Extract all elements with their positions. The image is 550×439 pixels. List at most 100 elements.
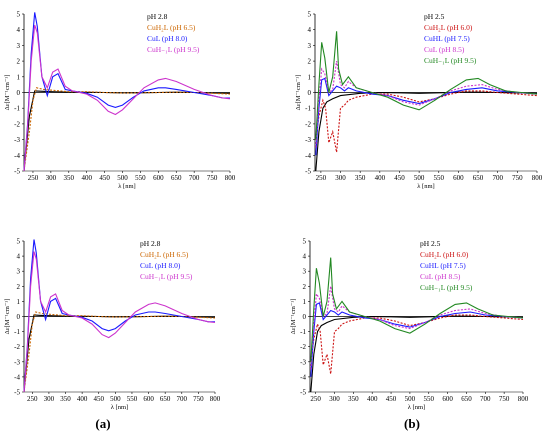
panel-a-top-x-tick-label: 250 xyxy=(28,174,39,182)
panel-b-bottom-x-tick-label: 250 xyxy=(310,395,321,403)
panel-b-bottom-x-tick-label: 500 xyxy=(405,395,416,403)
panel-b-top-y-tick-label: -2 xyxy=(305,120,311,128)
panel-a-top-legend-entry: pH 2.8 xyxy=(147,12,168,21)
panel-b-bottom-series-line xyxy=(310,302,524,377)
panel-a-bottom-series-line xyxy=(23,314,216,393)
panel-a-top-legend-entry: CuH₂L (pH 6.5) xyxy=(147,23,196,32)
panel-b-bottom-x-tick-label: 800 xyxy=(518,395,529,403)
panel-b-top-x-tick-label: 400 xyxy=(375,174,386,182)
panel-a-top-series-line xyxy=(23,12,230,172)
panel-b-top-x-tick-label: 250 xyxy=(316,174,327,182)
panel-a-bottom-series-line xyxy=(23,239,215,393)
panel-a-top-y-tick-label: 4 xyxy=(17,26,21,34)
panel-b-top-x-axis-label: λ [nm] xyxy=(417,183,434,190)
panel-b-top-y-tick-label: -4 xyxy=(305,152,311,160)
panel-b-bottom-y-tick-label: 2 xyxy=(303,283,307,291)
panel-b-top-legend-entry: CuH₋₁L (pH 9.5) xyxy=(424,56,477,65)
panel-a-top-series-line xyxy=(23,87,231,172)
panel-b-top-x-tick-label: 300 xyxy=(335,174,346,182)
panel-a-bottom-y-tick-label: 4 xyxy=(17,253,21,261)
panel-a-top-x-tick-label: 300 xyxy=(46,174,57,182)
panel-b-top-y-tick-label: -1 xyxy=(305,105,311,113)
panel-a-bottom-legend-entry: CuL (pH 8.0) xyxy=(140,261,181,270)
panel-a-bottom-legend-entry: CuH₂L (pH 6.5) xyxy=(140,250,189,259)
panel-a-bottom-y-tick-label: 2 xyxy=(17,283,21,291)
panel-b-bottom-legend-entry: CuH₋₁L (pH 9.5) xyxy=(420,283,473,292)
panel-a-top-y-tick-label: -3 xyxy=(14,136,20,144)
panel-a-bottom-x-tick-label: 800 xyxy=(210,395,221,403)
panel-a-bottom-y-axis-label: Δε[M⁻¹cm⁻¹] xyxy=(4,299,11,335)
panel-b-bottom-series-line xyxy=(310,257,524,362)
panel-a-top-y-tick-label: -2 xyxy=(14,120,20,128)
panel-b-bottom-series-line xyxy=(310,314,524,375)
panel-b-top-series-line xyxy=(315,90,538,153)
panel-a-bottom-y-tick-label: 5 xyxy=(17,238,21,246)
panel-b-bottom-y-tick-label: -3 xyxy=(300,358,306,366)
panel-b-top-legend-entry: CuHL (pH 7.5) xyxy=(424,34,470,43)
panel-a-bottom-x-tick-label: 650 xyxy=(160,395,171,403)
panel-a-bottom-series-line xyxy=(23,251,216,393)
panel-b-top-y-tick-label: 3 xyxy=(308,42,312,50)
panel-a-bottom-x-tick-label: 450 xyxy=(93,395,104,403)
panel-b-bottom-y-tick-label: 1 xyxy=(303,298,307,306)
panel-a-top-x-tick-label: 550 xyxy=(135,174,146,182)
panel-b-top-x-tick-label: 450 xyxy=(394,174,405,182)
panel-a-top-y-tick-label: 5 xyxy=(17,11,21,19)
panel-a-top-y-tick-label: 2 xyxy=(17,58,21,66)
panel-b-bottom-legend-entry: CuL (pH 8.5) xyxy=(420,272,461,281)
panel-a-top-x-tick-label: 450 xyxy=(99,174,110,182)
panel-a-bottom-y-tick-label: -4 xyxy=(14,373,20,381)
panel-a-top-y-tick-label: -4 xyxy=(14,152,20,160)
panel-b-top-x-tick-label: 650 xyxy=(473,174,484,182)
panel-b-bottom-x-tick-label: 350 xyxy=(348,395,359,403)
panel-a-top-y-tick-label: -1 xyxy=(14,105,20,113)
panel-b-top-y-tick-label: -5 xyxy=(305,168,311,176)
panel-b-top-x-tick-label: 550 xyxy=(434,174,445,182)
panel-a-top-y-tick-label: 3 xyxy=(17,42,21,50)
panel-b-top-legend-entry: CuL (pH 8.5) xyxy=(424,45,465,54)
panel-b-top-series-line xyxy=(315,31,538,140)
panel-b-top-y-tick-label: -3 xyxy=(305,136,311,144)
panel-a-top-y-tick-label: 1 xyxy=(17,73,21,81)
panel-b-top-y-tick-label: 1 xyxy=(308,73,312,81)
panel-a-bottom-x-axis-label: λ [nm] xyxy=(111,404,128,411)
panel-b-top-y-axis-label: Δε[M⁻¹cm⁻¹] xyxy=(295,75,302,111)
panel-a-bottom-y-tick-label: -1 xyxy=(14,328,20,336)
panel-a-bottom-y-tick-label: -5 xyxy=(14,389,20,397)
panel-b-bottom-x-tick-label: 400 xyxy=(367,395,378,403)
panel-b-top-y-tick-label: 0 xyxy=(308,89,312,97)
panel-a-bottom-x-tick-label: 500 xyxy=(110,395,121,403)
panel-a-bottom-legend-entry: CuH₋₁L (pH 9.5) xyxy=(140,272,193,281)
panel-b-bottom-x-tick-label: 450 xyxy=(386,395,397,403)
panel-b-bottom-legend-entry: CuHL (pH 7.5) xyxy=(420,261,466,270)
panel-a-top-series-line xyxy=(23,90,231,172)
panel-a-bottom-y-tick-label: 0 xyxy=(17,313,21,321)
panel-b-bottom-y-tick-label: -5 xyxy=(300,389,306,397)
panel-a-bottom-legend-entry: pH 2.8 xyxy=(140,239,161,248)
panel-a-top-x-tick-label: 700 xyxy=(189,174,200,182)
panel-a-top-series-line xyxy=(23,24,231,172)
panel-b-bottom-x-axis-label: λ [nm] xyxy=(408,404,425,411)
panel-b-bottom-y-tick-label: 4 xyxy=(303,253,307,261)
panel-b-bottom-y-tick-label: -1 xyxy=(300,328,306,336)
panel-b-top-series-line xyxy=(315,91,538,172)
panel-a-bottom-y-tick-label: -3 xyxy=(14,358,20,366)
panel-b-top-y-tick-label: 2 xyxy=(308,58,312,66)
panel-a-top-x-axis-label: λ [nm] xyxy=(118,183,135,190)
panel-a-top-x-tick-label: 350 xyxy=(64,174,75,182)
panel-a-bottom-y-tick-label: 3 xyxy=(17,268,21,276)
panel-a-top-x-tick-label: 400 xyxy=(81,174,92,182)
panel-b-bottom-y-tick-label: 3 xyxy=(303,268,307,276)
panel-a-top-x-tick-label: 650 xyxy=(171,174,182,182)
panel-a-bottom-x-tick-label: 600 xyxy=(143,395,154,403)
panel-a-bottom-x-tick-label: 300 xyxy=(44,395,55,403)
panel-a-top-y-tick-label: -5 xyxy=(14,168,20,176)
panel-a-bottom-y-tick-label: 1 xyxy=(17,298,21,306)
panel-b-bottom-series-line xyxy=(310,315,524,393)
panel-a-top-y-axis-label: Δε[M⁻¹cm⁻¹] xyxy=(4,75,11,111)
panel-b-bottom-y-tick-label: -4 xyxy=(300,373,306,381)
panel-b-top-x-tick-label: 750 xyxy=(512,174,523,182)
panel-a-bottom-series-line xyxy=(23,311,216,393)
panel-b-top-x-tick-label: 800 xyxy=(532,174,543,182)
